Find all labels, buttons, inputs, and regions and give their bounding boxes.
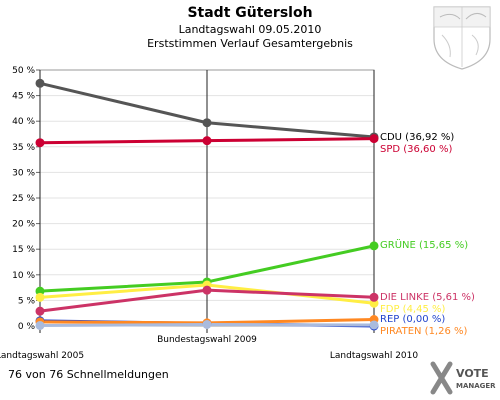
series-label: SPD (36,60 %) — [380, 144, 452, 155]
data-point — [35, 320, 45, 330]
data-point — [35, 292, 45, 302]
data-point — [35, 306, 45, 316]
data-point — [35, 138, 45, 148]
data-point — [369, 320, 379, 330]
series-label: PIRATEN (1,26 %) — [380, 326, 468, 337]
x-tick-label: Landtagswahl 2010 — [330, 351, 419, 361]
brand-vote: VOTE — [456, 367, 489, 380]
x-tick-label: Landtagswahl 2005 — [0, 351, 84, 361]
y-tick-label: 15 % — [12, 245, 35, 255]
data-point — [202, 136, 212, 146]
y-tick-label: 10 % — [12, 271, 35, 281]
series-label: CDU (36,92 %) — [380, 132, 454, 143]
data-point — [35, 78, 45, 88]
cross-mark-icon — [430, 361, 453, 395]
data-point — [202, 118, 212, 128]
coat-of-arms-icon — [433, 6, 491, 70]
y-tick-label: 45 % — [12, 92, 35, 102]
y-tick-label: 20 % — [12, 220, 35, 230]
page-title: Stadt Gütersloh — [187, 5, 312, 21]
series-label: DIE LINKE (5,61 %) — [380, 292, 475, 303]
data-point — [369, 134, 379, 144]
y-tick-label: 40 % — [12, 117, 35, 127]
series-label: FDP (4,45 %) — [380, 304, 446, 315]
chart-subtitle-election: Landtagswahl 09.05.2010 — [179, 23, 322, 36]
series-label: GRÜNE (15,65 %) — [380, 238, 468, 251]
data-point — [202, 285, 212, 295]
report-count: 76 von 76 Schnellmeldungen — [8, 368, 169, 381]
series-label: REP (0,00 %) — [380, 314, 445, 325]
y-tick-label: 50 % — [12, 66, 35, 76]
y-tick-label: 35 % — [12, 143, 35, 153]
y-tick-label: 30 % — [12, 168, 35, 178]
y-tick-label: 25 % — [12, 194, 35, 204]
brand-manager: MANAGER — [456, 382, 496, 390]
chart-subtitle-description: Erststimmen Verlauf Gesamtergebnis — [147, 37, 353, 50]
x-tick-label: Bundestagswahl 2009 — [157, 335, 257, 345]
vote-manager-logo: VOTE MANAGER — [430, 361, 496, 395]
data-point — [202, 319, 212, 329]
y-tick-label: 0 % — [18, 322, 36, 332]
data-point — [369, 292, 379, 302]
plot-area: 0 % 5 % 10 % 15 % 20 % 25 % 30 % 35 % 40 % 45 % 50… — [0, 66, 475, 361]
y-tick-label: 5 % — [18, 296, 36, 306]
data-point — [369, 241, 379, 251]
